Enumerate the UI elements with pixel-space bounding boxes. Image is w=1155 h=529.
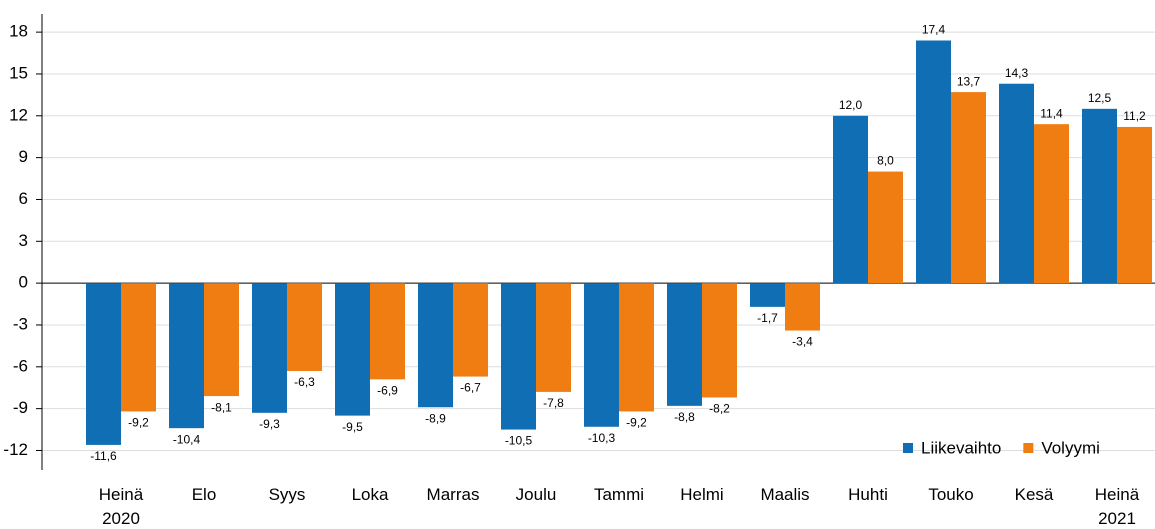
x-tick-label: Maalis — [760, 485, 810, 504]
bar — [453, 283, 488, 377]
value-label: 13,7 — [957, 74, 981, 88]
x-tick-label: Joulu — [515, 485, 557, 504]
x-tick-label: Tammi — [593, 485, 645, 504]
value-label: -9,5 — [342, 420, 363, 434]
y-tick-label: 9 — [19, 147, 28, 166]
y-tick-label: -12 — [3, 440, 28, 459]
value-label: 11,2 — [1123, 109, 1146, 123]
bar — [1117, 126, 1152, 284]
value-label: -6,3 — [294, 375, 315, 389]
x-tick-label: Marras — [426, 485, 480, 504]
bar — [619, 283, 654, 412]
value-label: -7,8 — [543, 396, 564, 410]
bar — [951, 92, 986, 284]
value-label: -1,7 — [757, 311, 778, 325]
x-tick-label: Loka — [351, 485, 389, 504]
x-tick-label: Heinä 2021 — [1094, 485, 1140, 528]
value-label: -6,9 — [377, 384, 398, 398]
y-tick-label: 0 — [19, 273, 28, 292]
value-label: -8,9 — [425, 411, 446, 425]
bar — [916, 40, 951, 284]
bar — [169, 283, 204, 429]
x-tick-label: Touko — [928, 485, 974, 504]
bar — [584, 283, 619, 427]
y-tick-label: 15 — [9, 63, 28, 82]
x-tick-label: Elo — [191, 485, 217, 504]
value-label: 8,0 — [877, 154, 894, 168]
value-label: 14,3 — [1005, 66, 1029, 80]
value-label: 11,4 — [1040, 106, 1063, 120]
legend-swatch — [903, 443, 913, 453]
bar — [418, 283, 453, 408]
x-tick-label: Syys — [268, 485, 306, 504]
bar — [252, 283, 287, 413]
x-tick-label: Heinä 2020 — [98, 485, 144, 528]
x-tick-label: Helmi — [680, 485, 724, 504]
legend-label: Volyymi — [1041, 438, 1100, 457]
bar — [536, 283, 571, 392]
bar — [833, 115, 868, 284]
value-label: -9,2 — [626, 416, 647, 430]
value-label: -8,2 — [709, 402, 730, 416]
y-tick-label: -9 — [13, 398, 28, 417]
bar — [287, 283, 322, 371]
bar — [121, 283, 156, 412]
bar — [501, 283, 536, 430]
y-tick-label: -3 — [13, 314, 28, 333]
value-label: -9,2 — [128, 416, 149, 430]
bar — [1082, 108, 1117, 284]
value-label: -8,8 — [674, 410, 695, 424]
y-tick-label: 12 — [9, 105, 28, 124]
y-tick-label: 6 — [19, 189, 28, 208]
bar — [785, 283, 820, 331]
bar — [370, 283, 405, 380]
bar — [204, 283, 239, 397]
value-label: -6,7 — [460, 381, 481, 395]
bar — [1034, 124, 1069, 284]
y-tick-label: 3 — [19, 231, 28, 250]
value-label: -10,5 — [505, 434, 533, 448]
value-label: -9,3 — [259, 417, 280, 431]
x-tick-label: Huhti — [848, 485, 888, 504]
value-label: 12,0 — [839, 98, 863, 112]
bar — [999, 83, 1034, 284]
legend-swatch — [1023, 443, 1034, 453]
bar — [702, 283, 737, 398]
value-label: -10,4 — [173, 432, 201, 446]
bar — [868, 171, 903, 284]
y-tick-label: -6 — [13, 356, 28, 375]
bar — [335, 283, 370, 416]
value-label: -3,4 — [792, 335, 813, 349]
value-label: -10,3 — [588, 431, 616, 445]
legend-label: Liikevaihto — [921, 438, 1001, 457]
bar — [750, 283, 785, 307]
x-tick-label: Kesä — [1014, 485, 1054, 504]
value-label: 17,4 — [922, 23, 946, 37]
value-label: 12,5 — [1088, 91, 1112, 105]
value-label: -8,1 — [211, 400, 232, 414]
bar — [667, 283, 702, 406]
bar — [86, 283, 121, 445]
value-label: -11,6 — [90, 449, 117, 463]
y-tick-label: 18 — [9, 22, 28, 41]
